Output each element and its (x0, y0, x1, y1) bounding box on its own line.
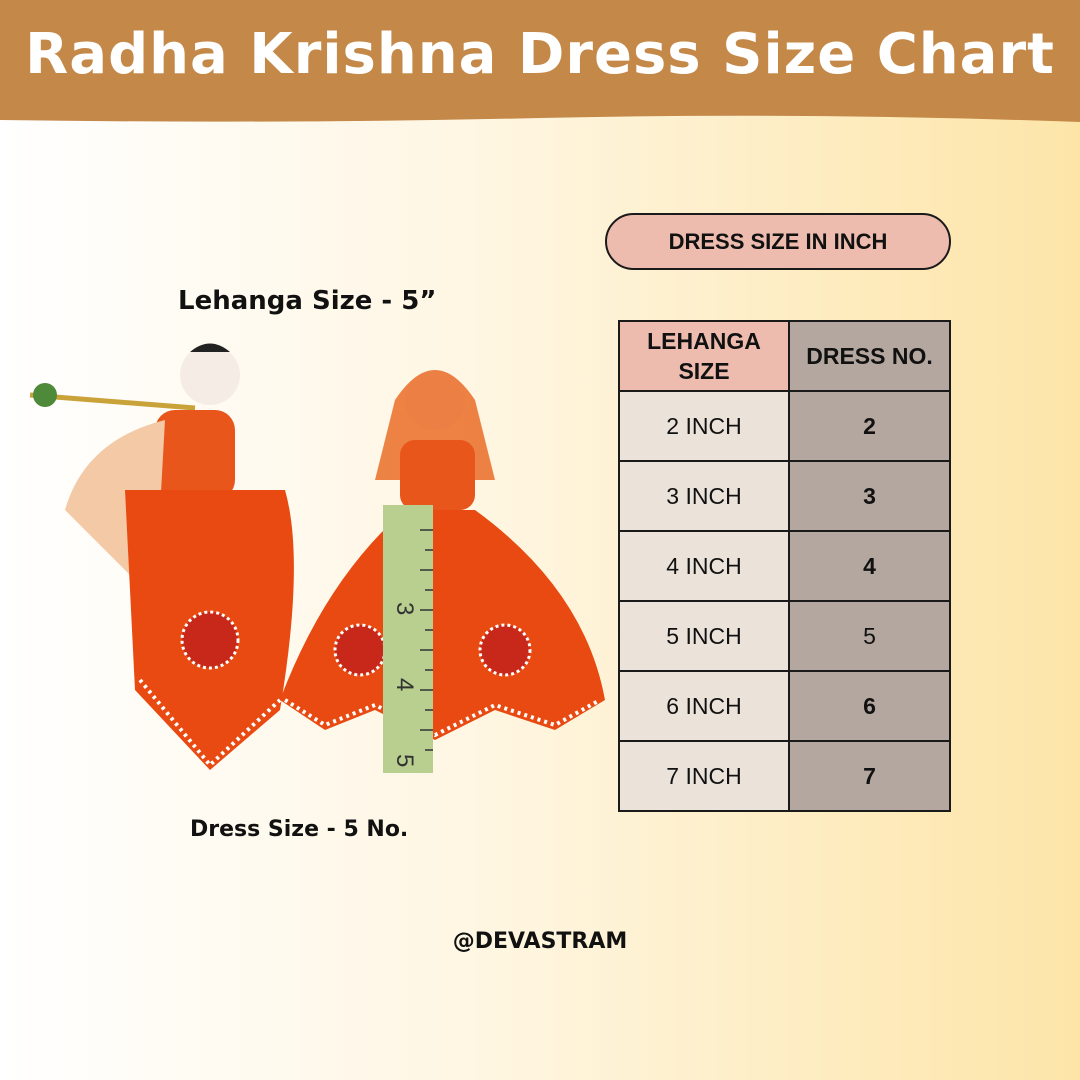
krishna-figure (29, 343, 294, 770)
dress-no-cell: 7 (788, 740, 951, 812)
table-row: 2 INCH 2 (618, 390, 951, 462)
lehanga-size-cell: 5 INCH (618, 600, 790, 672)
lehanga-size-label: Lehanga Size - 5” (178, 286, 437, 316)
radha-figure (280, 370, 605, 740)
dress-no-cell: 2 (788, 390, 951, 462)
header-lehanga-size: LEHANGA SIZE (618, 320, 790, 392)
table-row: 3 INCH 3 (618, 460, 951, 532)
size-table: LEHANGA SIZE DRESS NO. 2 INCH 2 3 INCH 3 4… (618, 320, 951, 812)
dress-no-cell: 5 (788, 600, 951, 672)
ruler-mark: 5 (391, 754, 418, 767)
dress-no-cell: 3 (788, 460, 951, 532)
header-banner (0, 0, 1080, 122)
table-header-row: LEHANGA SIZE DRESS NO. (618, 320, 951, 392)
dress-size-label: Dress Size - 5 No. (190, 817, 409, 842)
table-row: 7 INCH 7 (618, 740, 951, 812)
table-row: 4 INCH 4 (618, 530, 951, 602)
measuring-ruler: 3 4 5 (383, 505, 433, 773)
dress-no-cell: 6 (788, 670, 951, 742)
radha-krishna-figures: 3 4 5 (29, 343, 605, 773)
lehanga-size-cell: 7 INCH (618, 740, 790, 812)
ruler-mark: 3 (391, 602, 418, 615)
dress-size-pill: DRESS SIZE IN INCH (605, 213, 951, 270)
table-row: 5 INCH 5 (618, 600, 951, 672)
lehanga-size-cell: 4 INCH (618, 530, 790, 602)
lehanga-size-cell: 3 INCH (618, 460, 790, 532)
table-row: 6 INCH 6 (618, 670, 951, 742)
lehanga-size-cell: 2 INCH (618, 390, 790, 462)
lehanga-size-cell: 6 INCH (618, 670, 790, 742)
ruler-mark: 4 (391, 678, 418, 691)
page-title: Radha Krishna Dress Size Chart (25, 22, 1055, 87)
brand-handle: @DEVASTRAM (452, 929, 628, 954)
dress-no-cell: 4 (788, 530, 951, 602)
header-dress-no: DRESS NO. (788, 320, 951, 392)
